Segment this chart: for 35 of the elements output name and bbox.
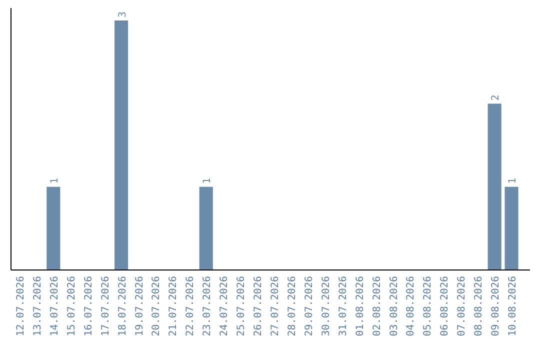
x-tick-label: 19.07.2026 — [134, 276, 146, 336]
x-tick-label: 09.08.2026 — [490, 276, 502, 336]
x-tick-label: 30.07.2026 — [320, 276, 332, 336]
x-tick-label: 07.08.2026 — [456, 276, 468, 336]
data-label: 1 — [508, 178, 519, 184]
x-tick-label: 06.08.2026 — [440, 276, 451, 336]
x-tick-label: 08.08.2026 — [474, 276, 485, 336]
data-label: 2 — [490, 94, 502, 101]
x-tick-label: 23.07.2026 — [202, 276, 214, 336]
x-tick-label: 21.07.2026 — [168, 276, 180, 336]
x-tick-label: 25.07.2026 — [236, 276, 248, 336]
x-tick-label: 27.07.2026 — [270, 276, 281, 336]
x-tick-label: 02.08.2026 — [372, 276, 383, 336]
x-tick-label: 12.07.2026 — [15, 276, 26, 336]
x-tick-label: 24.07.2026 — [219, 276, 230, 336]
data-label: 1 — [49, 178, 60, 184]
x-tick-label: 10.08.2026 — [508, 276, 519, 336]
x-tick-label: 18.07.2026 — [117, 276, 128, 336]
x-tick-label: 03.08.2026 — [388, 276, 400, 336]
x-tick-label: 17.07.2026 — [100, 276, 112, 336]
x-tick-label: 16.07.2026 — [83, 276, 94, 336]
x-tick-label: 31.07.2026 — [338, 276, 349, 336]
x-tick-label: 13.07.2026 — [32, 276, 44, 336]
data-label: 3 — [117, 11, 128, 18]
x-tick-label: 22.07.2026 — [185, 276, 196, 336]
data-label: 1 — [202, 178, 214, 184]
x-tick-label: 15.07.2026 — [66, 276, 78, 336]
x-tick-label: 04.08.2026 — [406, 276, 417, 336]
x-tick-label: 05.08.2026 — [422, 276, 434, 336]
x-tick-label: 01.08.2026 — [354, 276, 366, 336]
x-tick-label: 28.07.2026 — [286, 276, 298, 336]
x-tick-label: 26.07.2026 — [253, 276, 264, 336]
x-tick-label: 14.07.2026 — [49, 276, 60, 336]
x-tick-label: 20.07.2026 — [151, 276, 162, 336]
x-tick-label: 29.07.2026 — [304, 276, 315, 336]
